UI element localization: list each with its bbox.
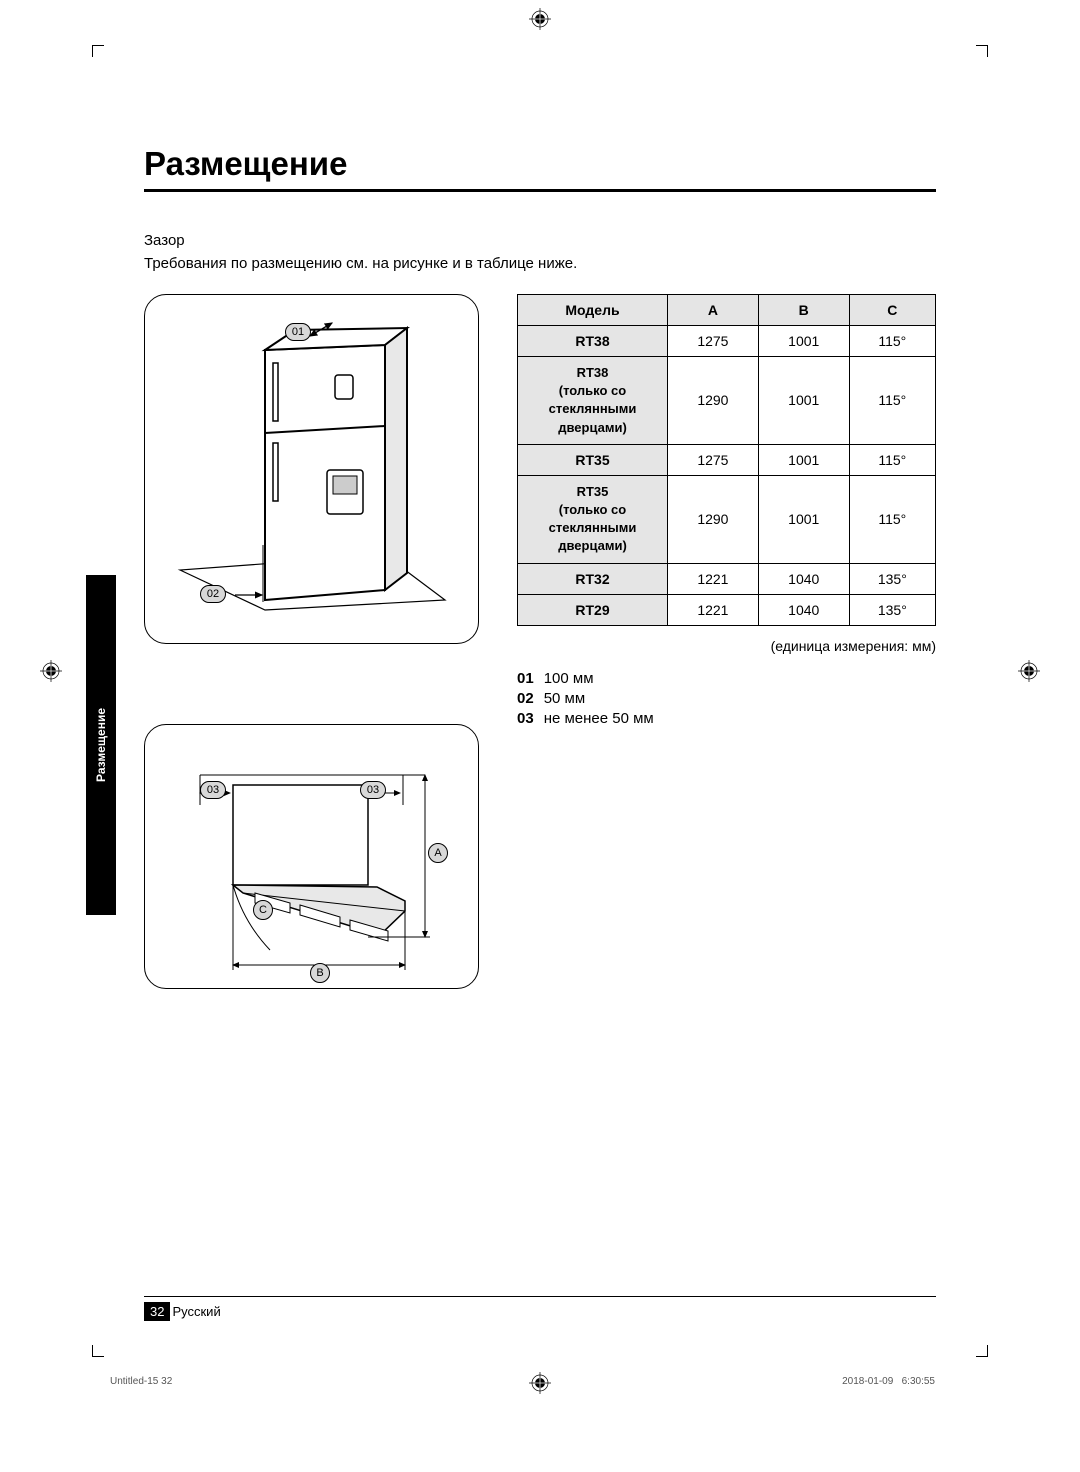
legend-num: 02 bbox=[517, 690, 534, 707]
cell-b: 1001 bbox=[758, 326, 849, 357]
cell-model-multi: RT38 (только со стеклянными дверцами) bbox=[518, 357, 668, 445]
legend-row: 03 не менее 50 мм bbox=[517, 710, 936, 727]
cell-a: 1275 bbox=[668, 444, 759, 475]
doc-meta-id: Untitled-15 32 bbox=[110, 1376, 172, 1387]
cell-b: 1001 bbox=[758, 357, 849, 445]
registration-mark-left bbox=[40, 660, 62, 682]
legend-num: 01 bbox=[517, 670, 534, 687]
page-number: 32Русский bbox=[144, 1304, 221, 1319]
diagram-fridge-top: 03 03 A B C bbox=[144, 724, 479, 989]
cell-model: RT38 bbox=[518, 326, 668, 357]
th-a: A bbox=[668, 295, 759, 326]
cell-c: 135° bbox=[849, 563, 935, 594]
cell-c: 115° bbox=[849, 357, 935, 445]
dim-label-c: C bbox=[253, 900, 273, 920]
intro-text: Требования по размещению см. на рисунке … bbox=[144, 255, 936, 272]
cell-c: 115° bbox=[849, 475, 935, 563]
dim-label-a: A bbox=[428, 843, 448, 863]
cell-model: RT29 bbox=[518, 594, 668, 625]
th-c: C bbox=[849, 295, 935, 326]
cell-b: 1001 bbox=[758, 475, 849, 563]
footer-rule bbox=[144, 1296, 936, 1297]
legend-row: 02 50 мм bbox=[517, 690, 936, 707]
legend-text: 50 мм bbox=[544, 690, 585, 707]
content-row: 01 02 bbox=[144, 294, 936, 989]
model-line: (только со bbox=[524, 501, 661, 519]
legend-row: 01 100 мм bbox=[517, 670, 936, 687]
registration-mark-right bbox=[1018, 660, 1040, 682]
page-content: Размещение Размещение Зазор Требования п… bbox=[92, 45, 988, 1357]
cell-model-multi: RT35 (только со стеклянными дверцами) bbox=[518, 475, 668, 563]
cell-a: 1290 bbox=[668, 357, 759, 445]
page-title: Размещение bbox=[144, 145, 936, 192]
cell-a: 1221 bbox=[668, 594, 759, 625]
table-row: RT38 (только со стеклянными дверцами) 12… bbox=[518, 357, 936, 445]
unit-note: (единица измерения: мм) bbox=[517, 638, 936, 654]
diagram-column: 01 02 bbox=[144, 294, 479, 989]
th-model: Модель bbox=[518, 295, 668, 326]
cell-a: 1290 bbox=[668, 475, 759, 563]
table-column: Модель A B C RT38 1275 1001 115° bbox=[517, 294, 936, 730]
table-header-row: Модель A B C bbox=[518, 295, 936, 326]
callout-03b: 03 bbox=[360, 781, 386, 799]
side-tab-label: Размещение bbox=[94, 708, 108, 782]
callout-02: 02 bbox=[200, 585, 226, 603]
table-row: RT35 1275 1001 115° bbox=[518, 444, 936, 475]
dim-label-b: B bbox=[310, 963, 330, 983]
legend-text: 100 мм bbox=[544, 670, 594, 687]
table-row: RT32 1221 1040 135° bbox=[518, 563, 936, 594]
fridge-front-svg bbox=[145, 295, 480, 645]
cell-b: 1040 bbox=[758, 594, 849, 625]
legend-text: не менее 50 мм bbox=[544, 710, 654, 727]
cell-b: 1040 bbox=[758, 563, 849, 594]
callout-03a: 03 bbox=[200, 781, 226, 799]
table-row: RT38 1275 1001 115° bbox=[518, 326, 936, 357]
cell-model: RT35 bbox=[518, 444, 668, 475]
model-line: (только со bbox=[524, 382, 661, 400]
model-line: дверцами) bbox=[524, 537, 661, 555]
cell-c: 115° bbox=[849, 444, 935, 475]
th-b: B bbox=[758, 295, 849, 326]
legend: 01 100 мм 02 50 мм 03 не менее 50 мм bbox=[517, 670, 936, 727]
model-line: RT35 bbox=[524, 483, 661, 501]
table-row: RT29 1221 1040 135° bbox=[518, 594, 936, 625]
side-tab: Размещение bbox=[86, 575, 116, 915]
cell-c: 135° bbox=[849, 594, 935, 625]
doc-meta-date: 2018-01-09 6:30:55 bbox=[842, 1376, 935, 1387]
registration-mark-top bbox=[529, 8, 551, 30]
model-line: RT38 bbox=[524, 364, 661, 382]
model-line: дверцами) bbox=[524, 419, 661, 437]
cell-model: RT32 bbox=[518, 563, 668, 594]
model-line: стеклянными bbox=[524, 400, 661, 418]
doc-date: 2018-01-09 bbox=[842, 1376, 893, 1387]
dimensions-table: Модель A B C RT38 1275 1001 115° bbox=[517, 294, 936, 626]
page-number-badge: 32 bbox=[144, 1302, 170, 1321]
cell-c: 115° bbox=[849, 326, 935, 357]
table-row: RT35 (только со стеклянными дверцами) 12… bbox=[518, 475, 936, 563]
model-line: стеклянными bbox=[524, 519, 661, 537]
diagram-fridge-front: 01 02 bbox=[144, 294, 479, 644]
cell-b: 1001 bbox=[758, 444, 849, 475]
cell-a: 1221 bbox=[668, 563, 759, 594]
doc-time: 6:30:55 bbox=[902, 1376, 935, 1387]
registration-mark-bottom bbox=[529, 1372, 551, 1394]
cell-a: 1275 bbox=[668, 326, 759, 357]
page-language: Русский bbox=[172, 1304, 220, 1319]
section-subtitle: Зазор bbox=[144, 232, 936, 249]
legend-num: 03 bbox=[517, 710, 534, 727]
callout-01: 01 bbox=[285, 323, 311, 341]
